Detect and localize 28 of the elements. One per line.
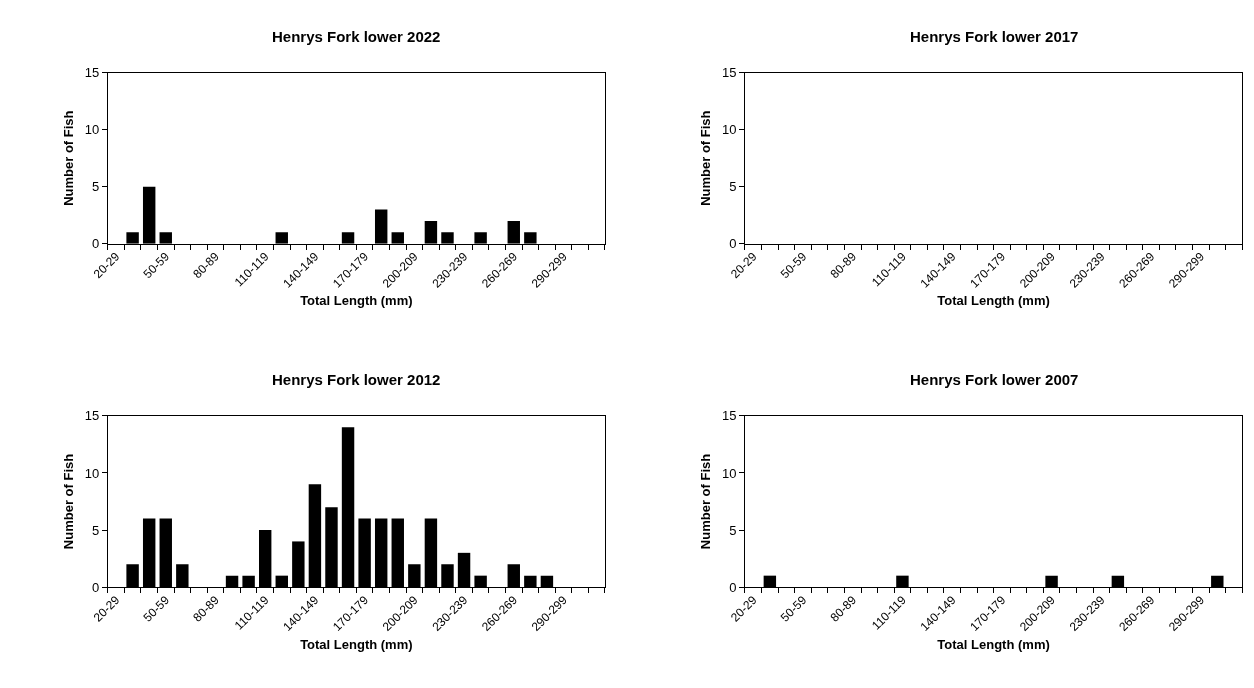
chart-title: Henrys Fork lower 2007 bbox=[910, 371, 1079, 388]
y-tick-label: 10 bbox=[721, 465, 737, 481]
chart-title: Henrys Fork lower 2022 bbox=[272, 28, 441, 45]
chart-title: Henrys Fork lower 2012 bbox=[272, 371, 441, 388]
x-axis-title: Total Length (mm) bbox=[937, 636, 1050, 652]
x-axis-title: Total Length (mm) bbox=[300, 636, 413, 652]
y-tick-label: 10 bbox=[721, 122, 737, 138]
y-axis-title: Number of Fish bbox=[60, 453, 76, 550]
y-tick-label: 10 bbox=[84, 465, 100, 481]
chart-title: Henrys Fork lower 2017 bbox=[910, 28, 1079, 45]
y-tick-label: 5 bbox=[91, 179, 100, 195]
y-tick-label: 0 bbox=[729, 236, 737, 252]
y-axis-title: Number of Fish bbox=[697, 453, 713, 550]
y-tick-label: 0 bbox=[91, 236, 100, 252]
y-tick-label: 10 bbox=[84, 122, 100, 138]
y-tick-label: 15 bbox=[84, 408, 100, 424]
y-tick-label: 0 bbox=[729, 579, 737, 595]
y-axis-title: Number of Fish bbox=[697, 110, 713, 206]
y-tick-label: 15 bbox=[84, 65, 100, 81]
y-axis-title: Number of Fish bbox=[60, 110, 76, 206]
y-tick-label: 5 bbox=[91, 522, 100, 538]
y-tick-label: 5 bbox=[729, 522, 737, 538]
y-tick-label: 5 bbox=[729, 179, 737, 195]
y-tick-label: 15 bbox=[721, 408, 737, 424]
x-axis-title: Total Length (mm) bbox=[937, 293, 1050, 309]
x-axis-title: Total Length (mm) bbox=[300, 293, 413, 309]
y-tick-label: 0 bbox=[91, 579, 100, 595]
y-tick-label: 15 bbox=[721, 65, 737, 81]
